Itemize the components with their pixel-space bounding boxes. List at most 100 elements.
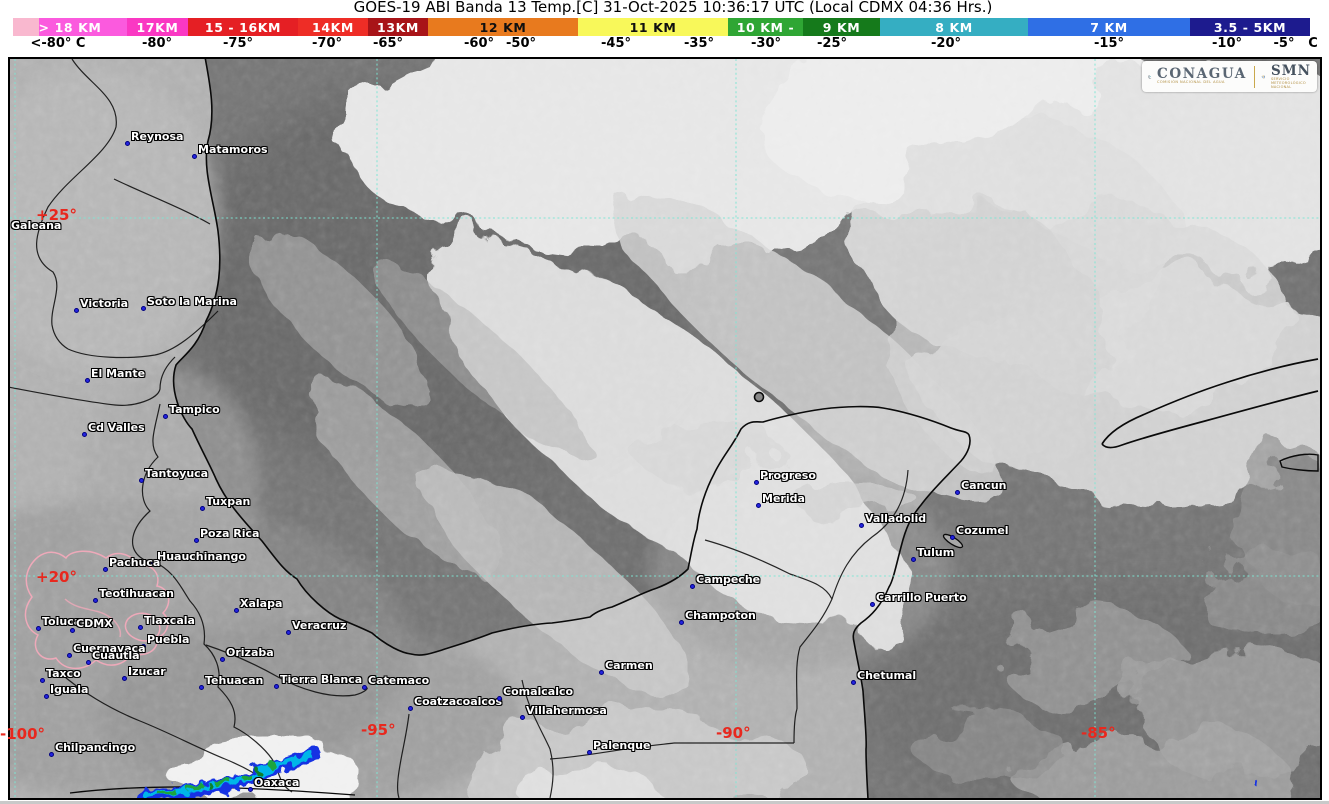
state-borders bbox=[10, 59, 909, 798]
city-label: CDMX bbox=[76, 617, 113, 630]
city-label: Cd Valles bbox=[88, 421, 145, 434]
city-marker bbox=[139, 478, 144, 483]
conagua-subtitle: COMISIÓN NACIONAL DEL AGUA bbox=[1156, 80, 1225, 84]
latlon-gridlines bbox=[10, 59, 1320, 798]
image-grain bbox=[10, 59, 1320, 798]
city-marker bbox=[851, 680, 856, 685]
city-marker bbox=[950, 535, 955, 540]
city-label: Cozumel bbox=[956, 524, 1009, 537]
city-marker bbox=[286, 630, 291, 635]
city-label: Campeche bbox=[696, 573, 761, 586]
city-label: Toluca bbox=[42, 615, 82, 628]
city-marker bbox=[141, 306, 146, 311]
colorbar-segment: 10 KM - bbox=[728, 18, 803, 36]
city-label: Progreso bbox=[760, 469, 816, 482]
city-marker bbox=[408, 706, 413, 711]
city-marker bbox=[122, 676, 127, 681]
colorbar-tick: -65° bbox=[373, 36, 403, 51]
colorbar-tick: -45° bbox=[601, 36, 631, 51]
colorbar-segment: 3.5 - 5KM bbox=[1190, 18, 1310, 36]
city-marker bbox=[36, 626, 41, 631]
city-marker bbox=[274, 684, 279, 689]
city-marker bbox=[587, 750, 592, 755]
colorbar-segment: 7 KM bbox=[1028, 18, 1190, 36]
city-label: Tuxpan bbox=[206, 495, 251, 508]
city-label: Reynosa bbox=[131, 130, 184, 143]
colorbar-tick: -30° bbox=[751, 36, 781, 51]
city-label: Poza Rica bbox=[200, 527, 260, 540]
smn-subtitle: SERVICIO METEOROLÓGICO NACIONAL bbox=[1270, 76, 1306, 89]
city-marker bbox=[599, 670, 604, 675]
city-label: Comalcalco bbox=[503, 685, 574, 698]
city-marker bbox=[93, 598, 98, 603]
city-marker bbox=[103, 567, 108, 572]
city-label: Palenque bbox=[593, 739, 651, 752]
city-label: El Mante bbox=[91, 367, 146, 380]
city-marker bbox=[192, 154, 197, 159]
agency-logo-box: CONAGUA COMISIÓN NACIONAL DEL AGUA SMN S… bbox=[1142, 61, 1317, 92]
city-label: Soto la Marina bbox=[147, 295, 237, 308]
city-label: Catemaco bbox=[368, 674, 430, 687]
city-label: Carrillo Puerto bbox=[876, 591, 967, 604]
city-marker bbox=[151, 561, 156, 566]
city-marker bbox=[8, 230, 10, 235]
city-label: Valladolid bbox=[865, 512, 927, 525]
city-marker bbox=[200, 506, 205, 511]
city-label: Victoria bbox=[80, 297, 129, 310]
city-marker bbox=[870, 602, 875, 607]
colorbar-segment: > 18 KM bbox=[13, 18, 127, 36]
satellite-map[interactable]: Reynosa Matamoros Galeana Victoria Soto la M… bbox=[8, 57, 1322, 800]
bottom-strip bbox=[0, 801, 1329, 804]
city-marker bbox=[138, 625, 143, 630]
colorbar-tick: -10° bbox=[1212, 36, 1242, 51]
city-label-layer: Reynosa Matamoros Galeana Victoria Soto la M… bbox=[10, 59, 1320, 798]
city-marker bbox=[125, 141, 130, 146]
city-label: Tehuacan bbox=[205, 674, 264, 687]
city-label: Oaxaca bbox=[254, 776, 300, 789]
city-label: Tulum bbox=[917, 546, 955, 559]
city-label: Teotihuacan bbox=[99, 587, 174, 600]
city-label: Coatzacoalcos bbox=[414, 695, 503, 708]
city-marker bbox=[194, 538, 199, 543]
city-label: Puebla bbox=[147, 633, 190, 646]
city-label: Chetumal bbox=[857, 669, 917, 682]
city-marker bbox=[74, 308, 79, 313]
colorbar-tick-row: <-80° C -80° -75° -70° -65° -60° -50° -45° -35° -… bbox=[0, 36, 1329, 51]
smn-logo-icon bbox=[1261, 74, 1266, 78]
conagua-logo-icon bbox=[1148, 74, 1152, 79]
city-label: Izucar bbox=[128, 665, 166, 678]
image-title: GOES-19 ABI Banda 13 Temp.[C] 31-Oct-202… bbox=[353, 0, 993, 16]
city-label: Carmen bbox=[605, 659, 653, 672]
city-label: Cancun bbox=[961, 479, 1007, 492]
colorbar-tick: <-80° C bbox=[30, 36, 86, 51]
city-label: Orizaba bbox=[226, 646, 274, 659]
city-marker bbox=[690, 584, 695, 589]
colorbar-tick: -15° bbox=[1094, 36, 1124, 51]
city-marker bbox=[248, 787, 253, 792]
city-marker bbox=[955, 490, 960, 495]
city-marker bbox=[85, 378, 90, 383]
city-label: Galeana bbox=[11, 219, 62, 232]
city-marker bbox=[199, 685, 204, 690]
city-marker bbox=[362, 685, 367, 690]
colorbar-tick: -80° bbox=[142, 36, 172, 51]
city-label: Tantoyuca bbox=[145, 467, 209, 480]
precipitation-blobs bbox=[133, 746, 1261, 798]
city-marker bbox=[520, 715, 525, 720]
cdmx-pink-boundary bbox=[24, 550, 170, 670]
city-label: Matamoros bbox=[198, 143, 268, 156]
city-label: Iguala bbox=[50, 683, 89, 696]
city-marker bbox=[49, 752, 54, 757]
city-label: Tierra Blanca bbox=[280, 673, 363, 686]
city-label: Villahermosa bbox=[526, 704, 607, 717]
city-label: Xalapa bbox=[240, 597, 283, 610]
city-marker bbox=[220, 657, 225, 662]
colorbar-tick: -35° bbox=[684, 36, 714, 51]
city-marker bbox=[163, 414, 168, 419]
city-marker bbox=[70, 628, 75, 633]
city-marker bbox=[82, 432, 87, 437]
colorbar-tick: -75° bbox=[223, 36, 253, 51]
colorbar-tick: -60° bbox=[464, 36, 494, 51]
colorbar-segment: 13KM bbox=[368, 18, 428, 36]
city-marker bbox=[754, 480, 759, 485]
